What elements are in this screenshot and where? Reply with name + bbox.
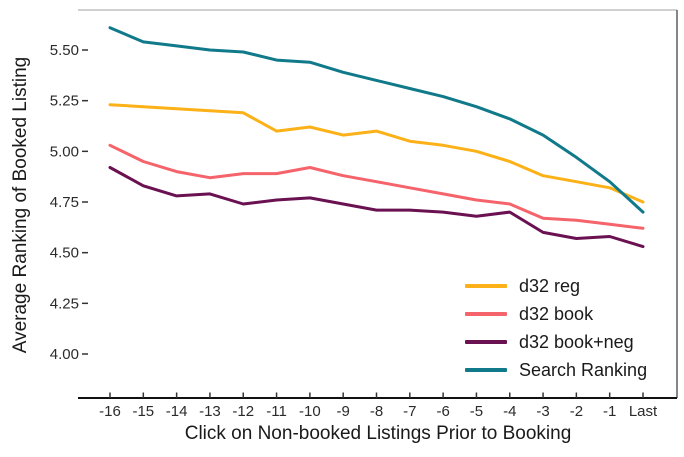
y-tick-label: 4.50 (50, 245, 79, 262)
legend-label: d32 reg (519, 275, 581, 296)
y-tick-label: 4.25 (50, 295, 79, 312)
legend-item: d32 book (465, 300, 647, 328)
legend-label: Search Ranking (519, 359, 648, 380)
legend: d32 reg d32 book d32 book+neg Search Rankin… (465, 272, 647, 384)
x-tick-label: -12 (232, 403, 254, 420)
x-tick-label: -10 (299, 403, 321, 420)
x-axis-title: Click on Non-booked Listings Prior to Bo… (184, 423, 572, 444)
y-tick-label: 5.25 (50, 93, 79, 110)
x-tick-label: -1 (603, 403, 616, 420)
series-line-d32-book-neg (108, 166, 645, 249)
legend-item: d32 book+neg (465, 328, 647, 356)
y-tick-label: 4.00 (50, 346, 79, 363)
y-tick-label: 5.00 (50, 143, 79, 160)
x-tick-label: -11 (266, 403, 287, 420)
x-tick-label: -9 (337, 403, 350, 420)
legend-swatch (465, 368, 507, 372)
x-tick-label: -15 (132, 403, 154, 420)
legend-label: d32 book (519, 303, 594, 324)
series-line-d32-book (108, 143, 645, 230)
legend-swatch (465, 312, 507, 316)
y-tick-label: 5.50 (50, 42, 79, 59)
x-tick-label: -16 (99, 403, 121, 420)
x-tick-label: -2 (570, 403, 583, 420)
x-tick-label: -14 (166, 403, 188, 420)
legend-swatch (465, 284, 507, 288)
x-tick-label: -13 (199, 403, 221, 420)
legend-item: d32 reg (465, 272, 647, 300)
x-tick-label: -5 (470, 403, 483, 420)
y-axis-title: Average Ranking of Booked Listing (10, 56, 31, 354)
legend-item: Search Ranking (465, 356, 647, 384)
x-tick-label: -7 (403, 403, 416, 420)
x-tick-label: Last (629, 403, 658, 420)
legend-label: d32 book+neg (519, 331, 634, 352)
legend-swatch (465, 340, 507, 344)
x-tick-label: -8 (370, 403, 383, 420)
x-tick-label: -3 (536, 403, 549, 420)
x-tick-label: -6 (436, 403, 449, 420)
y-tick-label: 4.75 (50, 194, 79, 211)
series-line-search-ranking (108, 26, 645, 214)
series-line-d32-reg (108, 103, 645, 204)
x-tick-label: -4 (503, 403, 516, 420)
